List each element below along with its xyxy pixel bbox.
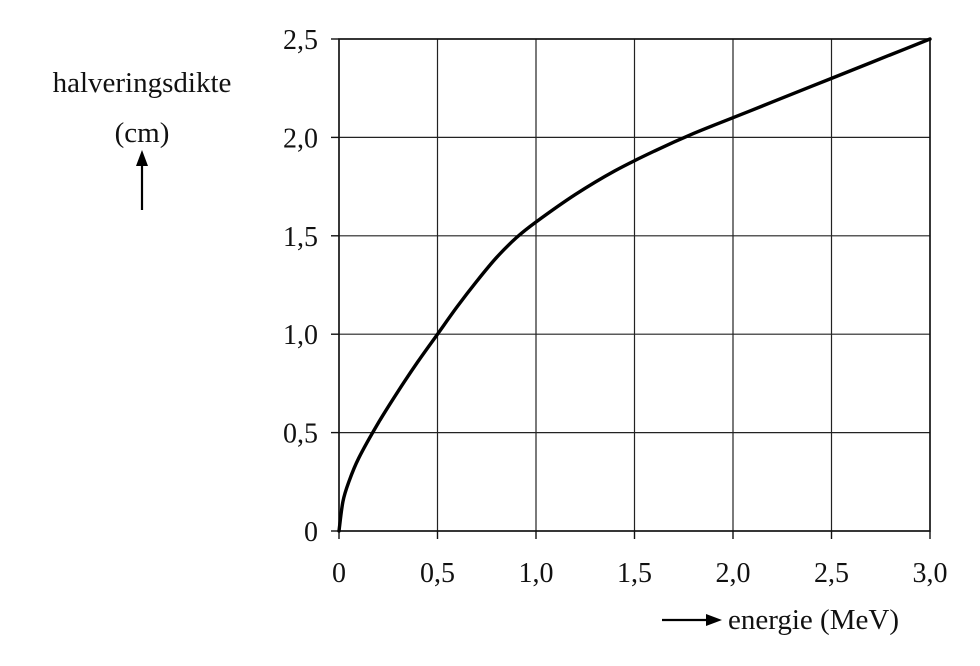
y-tick-label: 0,5	[283, 419, 318, 450]
x-tick-label: 0,5	[420, 558, 455, 589]
data-curve	[337, 37, 932, 533]
x-tick-label: 2,0	[716, 558, 751, 589]
plot-frame	[338, 38, 931, 532]
y-axis-label: halveringsdikte	[53, 67, 232, 99]
y-tick-label: 0	[304, 517, 318, 548]
x-tick-label: 0	[332, 558, 346, 589]
y-tick-label: 2,0	[283, 123, 318, 154]
x-tick-label: 1,0	[519, 558, 554, 589]
x-tick-label: 3,0	[913, 558, 948, 589]
x-tick-labels: 0 0,5 1,0 1,5 2,0 2,5 3,0	[332, 558, 948, 589]
y-tick-labels: 0 0,5 1,0 1,5 2,0 2,5	[283, 25, 318, 548]
x-tick-label: 1,5	[617, 558, 652, 589]
x-axis-label: energie (MeV)	[728, 604, 899, 636]
gridlines	[331, 38, 931, 539]
y-tick-label: 1,5	[283, 222, 318, 253]
y-axis-unit: (cm)	[115, 117, 170, 149]
y-tick-label: 2,5	[283, 25, 318, 56]
x-tick-label: 2,5	[814, 558, 849, 589]
y-tick-label: 1,0	[283, 320, 318, 351]
x-axis-arrow-icon	[662, 614, 722, 626]
y-axis-arrow-icon	[136, 150, 148, 210]
